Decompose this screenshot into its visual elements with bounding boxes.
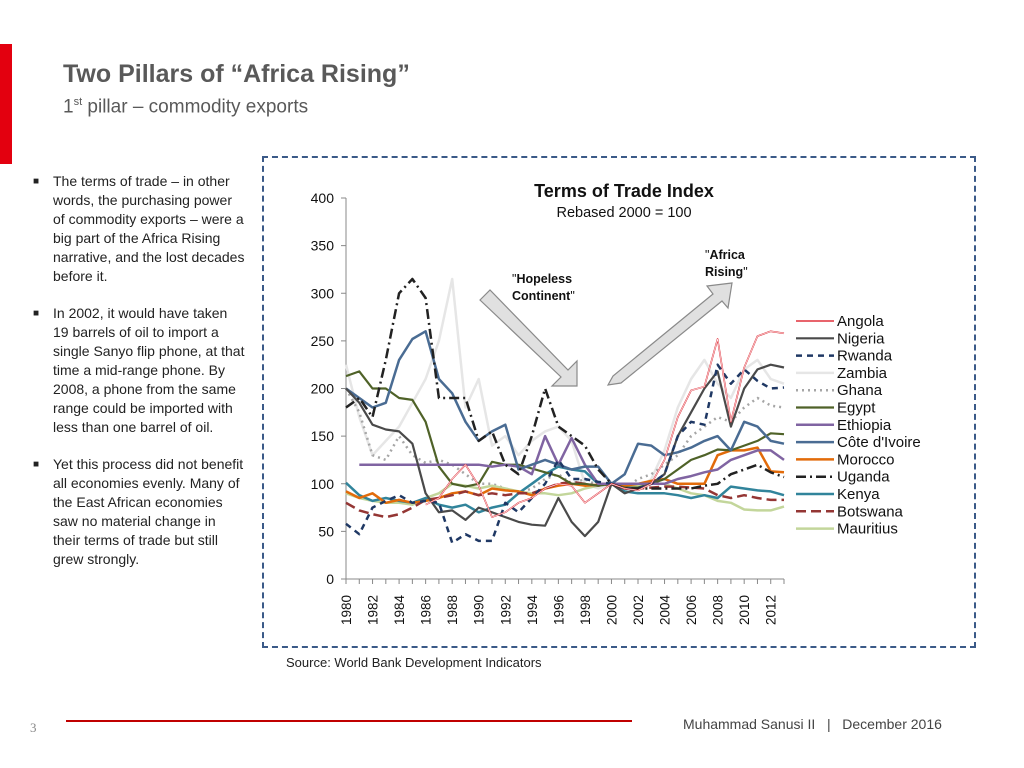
- subtitle-text: pillar – commodity exports: [82, 96, 309, 118]
- footer-separator: |: [826, 716, 831, 732]
- annotation-bold: Rising: [705, 265, 743, 279]
- legend-label: Kenya: [837, 486, 880, 503]
- page-title: Two Pillars of “Africa Rising”: [63, 60, 410, 88]
- legend-label: Mauritius: [837, 521, 898, 538]
- source-note: Source: World Bank Development Indicator…: [286, 655, 542, 670]
- annotation-africa-rising-line1: "Africa: [705, 248, 746, 262]
- accent-bar: [0, 44, 12, 164]
- hopeless-arrow-icon: [479, 289, 578, 387]
- x-tick-label: 1988: [445, 595, 460, 625]
- annotation-africa-rising-line2: Rising": [705, 265, 748, 279]
- x-tick-label: 1984: [392, 594, 407, 625]
- annotation-bold: Africa: [709, 248, 745, 262]
- x-tick-label: 2012: [764, 595, 779, 625]
- annotation-quote: ": [570, 289, 574, 303]
- terms-of-trade-chart: Terms of Trade Index Rebased 2000 = 100 0 5…: [311, 181, 921, 625]
- series-line-c-te-d-ivoire: [345, 330, 785, 486]
- footer-date: December 2016: [842, 716, 942, 732]
- x-tick-label: 2000: [604, 595, 619, 625]
- legend-label: Rwanda: [837, 348, 893, 365]
- x-tick-label: 1982: [366, 595, 381, 625]
- series-line-uganda: [345, 277, 785, 490]
- bullet-item: ■ Yet this process did not benefit all ec…: [33, 455, 245, 569]
- x-tick-label: 2008: [711, 595, 726, 625]
- author-name: Muhammad Sanusi II: [683, 716, 816, 732]
- legend-label: Uganda: [837, 469, 890, 486]
- annotation-bold: Continent: [512, 289, 571, 303]
- bullet-text: Yet this process did not benefit all eco…: [53, 456, 244, 567]
- page-subtitle: 1st pillar – commodity exports: [63, 96, 308, 118]
- page-number: 3: [30, 720, 37, 735]
- x-tick-label: 1990: [472, 595, 487, 625]
- bullet-square-icon: ■: [33, 176, 40, 187]
- x-tick-label: 1986: [419, 595, 434, 625]
- x-tick-label: 2004: [658, 594, 673, 625]
- series-line-ethiopia: [359, 434, 785, 486]
- bullet-list: ■ The terms of trade – in other words, th…: [33, 172, 245, 587]
- x-tick-label: 1996: [551, 595, 566, 625]
- footer-divider: [66, 720, 632, 722]
- annotation-quote: ": [743, 265, 747, 279]
- annotation-bold: Hopeless: [516, 272, 572, 286]
- subtitle-ordinal: 1: [63, 96, 74, 118]
- y-tick-label: 300: [311, 285, 335, 301]
- y-tick-label: 200: [311, 381, 335, 397]
- x-tick-label: 2006: [684, 595, 699, 625]
- y-tick-label: 100: [311, 476, 335, 492]
- annotation-quote: ": [512, 272, 516, 286]
- series-line-egypt: [345, 370, 785, 489]
- annotation-quote: ": [705, 248, 709, 262]
- series-line-nigeria: [345, 363, 785, 538]
- legend-label: Morocco: [837, 451, 895, 468]
- x-tick-label: 2010: [737, 595, 752, 625]
- x-tick-label: 2002: [631, 595, 646, 625]
- y-tick-label: 150: [311, 428, 335, 444]
- legend-label: Angola: [837, 313, 884, 330]
- x-tick-label: 1992: [498, 595, 513, 625]
- y-tick-label: 0: [326, 571, 334, 587]
- x-tick-label: 1998: [578, 595, 593, 625]
- y-tick-label: 50: [318, 523, 334, 539]
- bullet-square-icon: ■: [33, 308, 40, 319]
- annotation-hopeless-continent-line2: Continent": [512, 289, 575, 303]
- series-line-rwanda: [345, 363, 785, 545]
- legend-label: Ghana: [837, 382, 883, 399]
- legend-label: Botswana: [837, 503, 904, 520]
- bullet-text: The terms of trade – in other words, the…: [53, 173, 245, 284]
- y-tick-label: 400: [311, 190, 335, 206]
- legend-label: Zambia: [837, 365, 888, 382]
- bullet-item: ■ In 2002, it would have taken 19 barrels…: [33, 304, 245, 437]
- footer-credit: Muhammad Sanusi II | December 2016: [683, 716, 942, 732]
- series-line-zambia: [344, 277, 785, 490]
- bullet-text: In 2002, it would have taken 19 barrels …: [53, 305, 245, 435]
- legend-label: Ethiopia: [837, 417, 892, 434]
- rising-arrow-icon: [606, 282, 733, 386]
- chart-title: Terms of Trade Index: [534, 181, 714, 201]
- chart-subtitle: Rebased 2000 = 100: [556, 205, 691, 221]
- legend-label: Egypt: [837, 400, 876, 417]
- chart-frame: Terms of Trade Index Rebased 2000 = 100 0 5…: [262, 156, 976, 648]
- legend-label: Nigeria: [837, 330, 885, 347]
- series-line-angola-inner: [425, 330, 785, 518]
- x-tick-label: 1980: [339, 595, 354, 625]
- series-line-botswana: [345, 480, 784, 519]
- legend-label: Côte d'Ivoire: [837, 434, 921, 451]
- y-tick-label: 250: [311, 333, 335, 349]
- subtitle-superscript: st: [73, 96, 83, 108]
- bullet-item: ■ The terms of trade – in other words, th…: [33, 172, 245, 286]
- y-tick-label: 350: [311, 238, 335, 254]
- annotation-hopeless-continent-line1: "Hopeless: [512, 272, 572, 286]
- bullet-square-icon: ■: [33, 459, 40, 470]
- x-tick-label: 1994: [525, 594, 540, 625]
